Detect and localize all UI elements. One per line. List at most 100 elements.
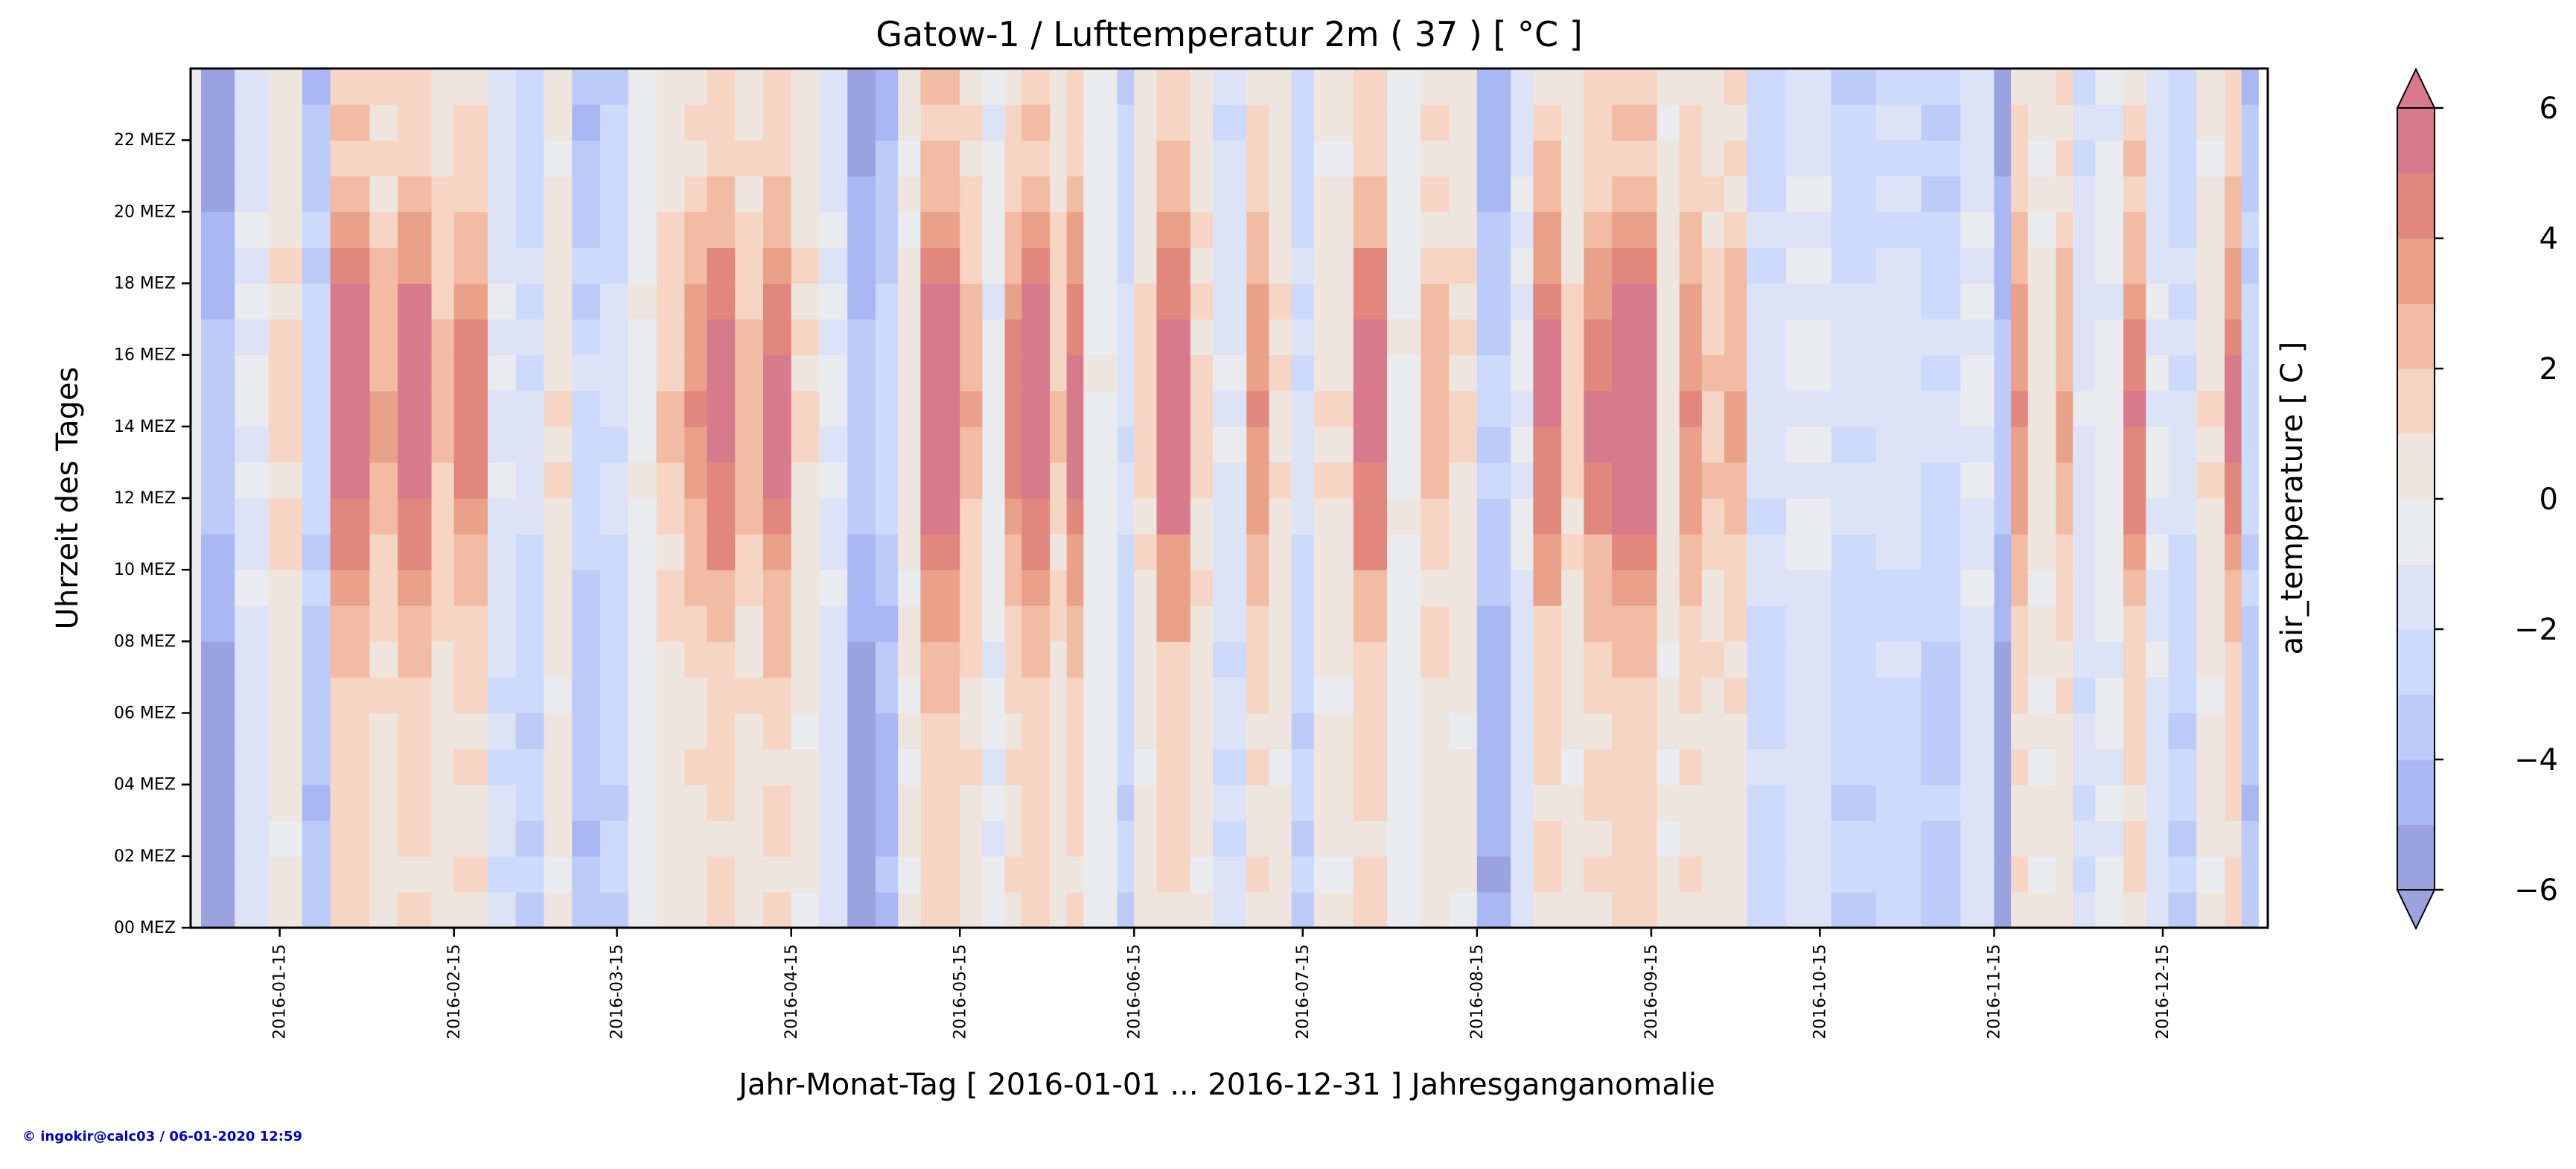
heatmap-cell (1786, 748, 1832, 786)
heatmap-cell (369, 283, 398, 320)
heatmap-cell (763, 713, 792, 750)
heatmap-cell (2123, 211, 2146, 249)
heatmap-cell (819, 605, 848, 642)
heatmap-cell (1449, 605, 1478, 642)
heatmap-cell (1083, 677, 1118, 714)
heatmap-cell (1701, 605, 1725, 642)
heatmap-cell (2027, 462, 2057, 499)
heatmap-cell (330, 176, 371, 212)
heatmap-cell (2095, 641, 2124, 678)
heatmap-cell (876, 570, 899, 606)
heatmap-cell (1387, 426, 1421, 463)
heatmap-cell (268, 140, 303, 176)
heatmap-cell (982, 211, 1006, 249)
heatmap-cell (1387, 462, 1421, 499)
heatmap-cell (819, 748, 848, 786)
heatmap-cell (1353, 498, 1388, 535)
heatmap-cell (791, 462, 820, 499)
heatmap-cell (656, 247, 685, 284)
heatmap-cell (302, 354, 331, 392)
heatmap-cell (1246, 641, 1270, 678)
heatmap-cell (1387, 140, 1421, 176)
heatmap-cell (1511, 319, 1534, 356)
heatmap-cell (1213, 820, 1247, 857)
heatmap-cell (735, 677, 764, 714)
heatmap-cell (515, 784, 545, 821)
heatmap-cell (1960, 390, 1995, 427)
heatmap-cell (1213, 69, 1247, 105)
heatmap-cell (1612, 211, 1658, 249)
heatmap-cell (763, 534, 792, 570)
heatmap-cell (1786, 283, 1832, 320)
heatmap-cell (2168, 570, 2197, 606)
heatmap-cell (898, 426, 921, 463)
heatmap-cell (2011, 426, 2029, 463)
heatmap-cell (1050, 69, 1068, 105)
heatmap-cell (960, 713, 983, 750)
heatmap-cell (791, 176, 820, 212)
heatmap-cell (1875, 713, 1922, 750)
heatmap-cell (2123, 69, 2146, 105)
heatmap-cell (1786, 319, 1832, 356)
heatmap-cell (1021, 211, 1051, 249)
heatmap-cell (2123, 354, 2146, 392)
heatmap-cell (1724, 677, 1747, 714)
heatmap-cell (1066, 641, 1084, 678)
heatmap-cell (1353, 390, 1388, 427)
heatmap-cell (2056, 498, 2073, 535)
heatmap-cell (1353, 104, 1388, 141)
heatmap-cell (235, 69, 270, 105)
heatmap-cell (1353, 677, 1388, 714)
heatmap-cell (2123, 247, 2146, 284)
heatmap-cell (1004, 247, 1022, 284)
heatmap-cell (684, 69, 708, 105)
heatmap-cell (369, 69, 398, 105)
heatmap-cell (898, 748, 921, 786)
heatmap-cell (2168, 426, 2197, 463)
heatmap-cell (1213, 354, 1247, 392)
heatmap-cell (684, 319, 708, 356)
heatmap-cell (1533, 69, 1562, 105)
heatmap-cell (735, 570, 764, 606)
heatmap-cell (763, 498, 792, 535)
heatmap-cell (1291, 426, 1315, 463)
heatmap-cell (898, 784, 921, 821)
heatmap-cell (1134, 104, 1158, 141)
heatmap-cell (1083, 211, 1118, 249)
heatmap-cell (600, 247, 629, 284)
heatmap-cell (982, 498, 1006, 535)
heatmap-cell (1449, 570, 1478, 606)
heatmap-cell (707, 713, 736, 750)
heatmap-cell (453, 641, 488, 678)
colorbar-tick-label: −4 (2514, 743, 2558, 777)
heatmap-cell (2196, 820, 2225, 857)
heatmap-cell (1066, 283, 1084, 320)
heatmap-cell (1313, 820, 1354, 857)
heatmap-cell (515, 319, 545, 356)
heatmap-cell (2027, 677, 2057, 714)
heatmap-cell (1679, 605, 1703, 642)
heatmap-cell (2168, 891, 2197, 928)
heatmap-cell (369, 426, 398, 463)
y-tick-label: 02 MEZ (114, 847, 176, 866)
heatmap-cell (628, 104, 657, 141)
heatmap-cell (982, 784, 1006, 821)
heatmap-cell (1960, 104, 1995, 141)
heatmap-cell (398, 426, 433, 463)
heatmap-cell (960, 354, 983, 392)
heatmap-cell (1994, 891, 2012, 928)
heatmap-cell (2168, 211, 2197, 249)
heatmap-cell (453, 462, 488, 499)
heatmap-cell (330, 713, 371, 750)
heatmap-cell (1786, 641, 1832, 678)
heatmap-cell (656, 462, 685, 499)
y-tick-label: 06 MEZ (114, 704, 176, 723)
heatmap-cell (1156, 570, 1191, 606)
heatmap-cell (1246, 69, 1270, 105)
heatmap-cell (572, 641, 601, 678)
heatmap-cell (1724, 856, 1747, 893)
heatmap-cell (572, 891, 601, 928)
heatmap-cell (684, 498, 708, 535)
x-tick-label: 2016-07-15 (1294, 944, 1313, 1039)
heatmap-cell (572, 677, 601, 714)
